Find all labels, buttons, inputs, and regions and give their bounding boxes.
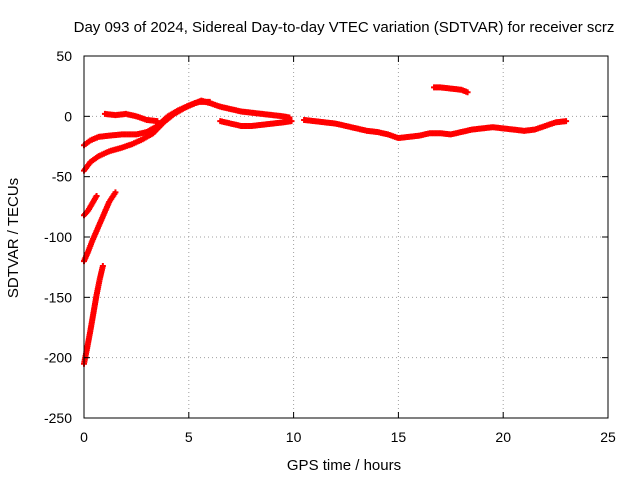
- data-series: [81, 84, 570, 367]
- data-point: [563, 118, 570, 125]
- y-tick-label: -150: [44, 289, 72, 305]
- data-point: [93, 192, 100, 199]
- y-axis-label: SDTVAR / TECUs: [5, 178, 22, 298]
- data-point: [464, 89, 471, 96]
- data-point: [288, 118, 295, 125]
- chart-title: Day 093 of 2024, Sidereal Day-to-day VTE…: [74, 19, 615, 36]
- x-tick-label: 20: [495, 429, 511, 445]
- data-point: [112, 189, 119, 196]
- axis-ticks: 0 5 10 15 20 25 -250 -200 -150 -100 -50 0 50: [44, 48, 616, 445]
- y-tick-label: -50: [52, 169, 72, 185]
- series-track-2: [81, 97, 293, 174]
- series-track-6: [81, 189, 119, 265]
- series-track-7: [81, 262, 106, 367]
- x-tick-label: 5: [185, 429, 193, 445]
- plot-frame: [83, 55, 609, 419]
- series-track-9: [431, 84, 471, 96]
- x-tick-label: 0: [80, 429, 88, 445]
- x-axis-label: GPS time / hours: [287, 457, 401, 474]
- x-tick-label: 25: [600, 429, 616, 445]
- series-track-5: [81, 192, 100, 219]
- data-point: [99, 262, 106, 269]
- data-point: [154, 118, 161, 125]
- y-tick-label: -250: [44, 410, 72, 426]
- x-tick-label: 10: [286, 429, 302, 445]
- series-track-4: [217, 118, 295, 129]
- y-tick-label: 0: [64, 108, 72, 124]
- series-track-3: [101, 110, 161, 125]
- grid-lines: [84, 56, 608, 418]
- y-tick-label: 50: [56, 48, 72, 64]
- y-tick-label: -100: [44, 229, 72, 245]
- series-track-8: [301, 116, 570, 142]
- y-tick-label: -200: [44, 350, 72, 366]
- x-tick-label: 15: [391, 429, 407, 445]
